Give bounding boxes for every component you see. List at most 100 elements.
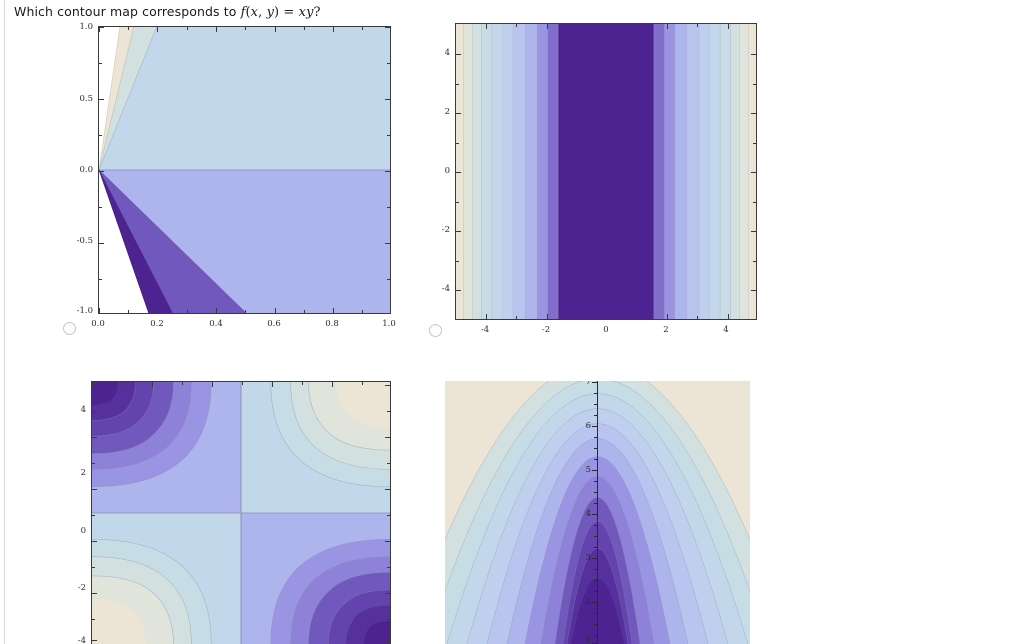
tick xyxy=(242,382,243,385)
tick xyxy=(99,171,104,172)
tick xyxy=(594,492,598,493)
tick xyxy=(592,382,598,383)
tick xyxy=(607,314,608,319)
option-a-xtick-1: 0.2 xyxy=(150,319,164,329)
tick xyxy=(456,54,461,55)
tick xyxy=(753,202,756,203)
tick xyxy=(594,437,598,438)
tick xyxy=(245,27,246,30)
tick xyxy=(456,143,459,144)
option-a[interactable]: 0.0 0.2 0.4 0.6 0.8 1.0 1.0 0.5 0.0 -0.5… xyxy=(0,0,420,350)
tick xyxy=(92,385,97,386)
tick xyxy=(122,382,123,385)
option-b-radio[interactable] xyxy=(429,324,442,337)
tick xyxy=(385,243,390,244)
tick xyxy=(385,313,390,314)
tick xyxy=(387,567,390,568)
question-prefix: Which contour map corresponds to xyxy=(14,4,237,19)
tick xyxy=(387,619,390,620)
tick xyxy=(275,27,276,32)
tick xyxy=(751,172,756,173)
tick xyxy=(456,261,459,262)
tick xyxy=(99,27,104,28)
option-d-ytick-4: 3 xyxy=(585,553,591,563)
tick xyxy=(216,308,217,313)
option-c-contour-canvas xyxy=(92,382,390,644)
option-c-ytick-3: -2 xyxy=(77,583,86,593)
tick xyxy=(99,243,104,244)
option-b-plot-frame xyxy=(455,23,757,320)
tick xyxy=(385,437,390,438)
option-c-plot-frame xyxy=(91,381,391,644)
tick xyxy=(456,290,461,291)
tick xyxy=(667,24,668,29)
tick xyxy=(99,99,104,100)
tick xyxy=(99,207,102,208)
option-c-ytick-1: 2 xyxy=(80,468,86,478)
tick xyxy=(594,613,598,614)
tick xyxy=(387,279,390,280)
option-b-ytick-3: -2 xyxy=(441,225,450,235)
tick xyxy=(592,470,598,471)
option-b-xtick-4: 4 xyxy=(723,325,729,335)
tick xyxy=(245,310,246,313)
tick xyxy=(385,640,390,641)
tick xyxy=(751,113,756,114)
left-edge-rule xyxy=(4,0,5,644)
tick xyxy=(92,463,95,464)
option-d-vertical-axis xyxy=(597,381,598,644)
option-d-ytick-5: 2 xyxy=(585,597,591,607)
option-c-ytick-4: -4 xyxy=(77,636,86,644)
tick xyxy=(456,231,461,232)
tick xyxy=(385,489,390,490)
tick xyxy=(751,231,756,232)
tick xyxy=(751,54,756,55)
tick xyxy=(362,382,363,385)
tick xyxy=(272,382,273,387)
option-c[interactable]: 4 2 0 -2 -4 xyxy=(0,350,420,644)
tick xyxy=(92,411,95,412)
tick xyxy=(456,172,461,173)
tick xyxy=(385,99,390,100)
option-c-ytick-2: 0 xyxy=(80,526,86,536)
tick xyxy=(275,308,276,313)
tick xyxy=(99,279,102,280)
tick xyxy=(212,382,213,387)
tick xyxy=(99,63,102,64)
tick xyxy=(594,624,598,625)
tick xyxy=(390,382,391,387)
tick xyxy=(304,310,305,313)
tick xyxy=(333,308,334,313)
tick xyxy=(362,310,363,313)
tick xyxy=(385,385,390,386)
tick xyxy=(302,382,303,385)
option-b-ytick-4: -4 xyxy=(441,284,450,294)
option-a-ytick-4: -1.0 xyxy=(76,306,93,316)
option-b-contour-canvas xyxy=(456,24,756,319)
option-b-ytick-0: 4 xyxy=(444,48,450,58)
tick xyxy=(216,27,217,32)
tick xyxy=(577,316,578,319)
tick xyxy=(128,310,129,313)
tick xyxy=(594,448,598,449)
option-d-ytick-6: 1 xyxy=(585,636,591,644)
tick xyxy=(157,308,158,313)
tick xyxy=(128,27,129,30)
option-b-xtick-2: 0 xyxy=(603,325,609,335)
tick xyxy=(157,27,158,32)
option-d[interactable]: 7 6 5 4 3 2 1 xyxy=(420,350,840,644)
option-d-ytick-1: 6 xyxy=(585,421,591,431)
tick xyxy=(594,547,598,548)
tick xyxy=(456,113,461,114)
option-b-ytick-2: 0 xyxy=(444,166,450,176)
tick xyxy=(99,313,104,314)
option-a-xtick-2: 0.4 xyxy=(209,319,223,329)
option-b[interactable]: -4 -2 0 2 4 4 2 0 -2 -4 xyxy=(420,0,840,350)
tick xyxy=(547,24,548,29)
tick xyxy=(516,24,517,27)
tick xyxy=(99,27,100,32)
tick xyxy=(594,591,598,592)
tick xyxy=(753,261,756,262)
option-a-radio[interactable] xyxy=(63,322,76,335)
option-d-ytick-3: 4 xyxy=(585,509,591,519)
